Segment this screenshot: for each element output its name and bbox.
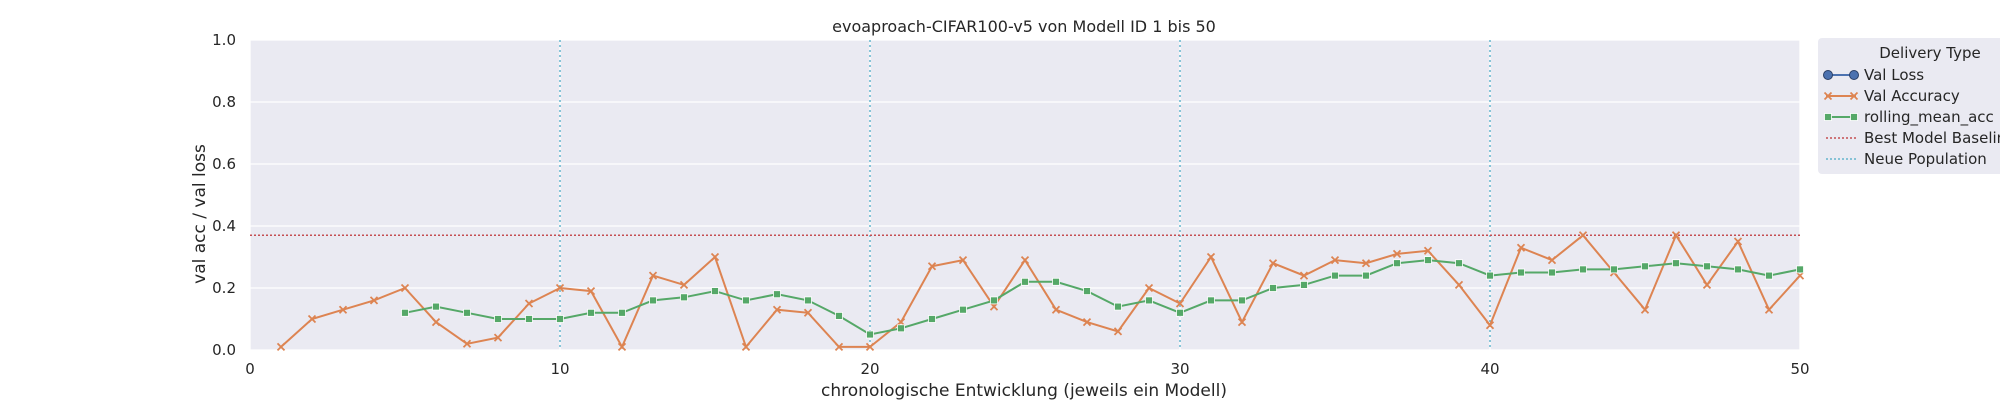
legend-label: Val Loss (1864, 66, 1924, 84)
rolling-mean-acc-point (588, 309, 595, 316)
rolling-mean-acc-point (743, 297, 750, 304)
rolling-mean-acc-point (557, 316, 564, 323)
rolling-mean-acc-point (402, 309, 409, 316)
rolling-mean-acc-point (1611, 266, 1618, 273)
legend-marker (1851, 114, 1858, 121)
rolling-mean-acc-point (1394, 260, 1401, 267)
rolling-mean-acc-point (495, 316, 502, 323)
rolling-mean-acc-point (1301, 281, 1308, 288)
legend-marker (1850, 71, 1859, 80)
legend-label: Best Model Baseline (1864, 129, 2000, 147)
rolling-mean-acc-point (712, 288, 719, 295)
rolling-mean-acc-point (1456, 260, 1463, 267)
y-ticks: 0.0 0.2 0.4 0.6 0.8 1.0 (212, 31, 236, 359)
rolling-mean-acc-point (1146, 297, 1153, 304)
x-tick-label: 50 (1790, 360, 1809, 378)
chart-title: evoaproach-CIFAR100-v5 von Modell ID 1 b… (832, 17, 1216, 36)
x-tick-label: 40 (1480, 360, 1499, 378)
rolling-mean-acc-point (1766, 272, 1773, 279)
x-tick-label: 20 (860, 360, 879, 378)
legend-label: rolling_mean_acc (1864, 108, 1994, 127)
legend: Delivery Type Val Loss Val Accuracy rollin… (1818, 38, 2000, 174)
x-axis-label: chronologische Entwicklung (jeweils ein … (821, 381, 1227, 400)
rolling-mean-acc-point (1518, 269, 1525, 276)
rolling-mean-acc-point (1022, 278, 1029, 285)
y-tick-label: 0.2 (212, 279, 236, 297)
plot-area (250, 40, 1800, 350)
x-tick-label: 30 (1170, 360, 1189, 378)
rolling-mean-acc-point (867, 331, 874, 338)
rolling-mean-acc-point (898, 325, 905, 332)
legend-label: Val Accuracy (1864, 87, 1960, 105)
rolling-mean-acc-point (681, 294, 688, 301)
rolling-mean-acc-point (836, 312, 843, 319)
rolling-mean-acc-point (650, 297, 657, 304)
rolling-mean-acc-point (1673, 260, 1680, 267)
rolling-mean-acc-point (433, 303, 440, 310)
x-ticks: 0 10 20 30 40 50 (245, 360, 1809, 378)
rolling-mean-acc-point (1735, 266, 1742, 273)
legend-marker (1825, 114, 1832, 121)
rolling-mean-acc-point (1053, 278, 1060, 285)
legend-marker (1824, 71, 1833, 80)
rolling-mean-acc-point (619, 309, 626, 316)
x-tick-label: 10 (550, 360, 569, 378)
rolling-mean-acc-point (1425, 257, 1432, 264)
legend-title: Delivery Type (1879, 44, 1980, 62)
rolling-mean-acc-point (774, 291, 781, 298)
rolling-mean-acc-point (1487, 272, 1494, 279)
rolling-mean-acc-point (1270, 285, 1277, 292)
rolling-mean-acc-point (464, 309, 471, 316)
rolling-mean-acc-point (960, 306, 967, 313)
y-tick-label: 0.0 (212, 341, 236, 359)
rolling-mean-acc-point (1239, 297, 1246, 304)
rolling-mean-acc-point (1084, 288, 1091, 295)
x-tick-label: 0 (245, 360, 255, 378)
rolling-mean-acc-point (526, 316, 533, 323)
y-tick-label: 0.4 (212, 217, 236, 235)
rolling-mean-acc-point (1642, 263, 1649, 270)
rolling-mean-acc-point (1549, 269, 1556, 276)
rolling-mean-acc-point (1177, 309, 1184, 316)
y-axis-label: val acc / val loss (190, 144, 210, 284)
rolling-mean-acc-point (1363, 272, 1370, 279)
y-tick-label: 0.8 (212, 93, 236, 111)
rolling-mean-acc-point (991, 297, 998, 304)
rolling-mean-acc-point (1704, 263, 1711, 270)
rolling-mean-acc-point (1208, 297, 1215, 304)
y-tick-label: 1.0 (212, 31, 236, 49)
rolling-mean-acc-point (1580, 266, 1587, 273)
rolling-mean-acc-point (1332, 272, 1339, 279)
rolling-mean-acc-point (929, 316, 936, 323)
legend-label: Neue Population (1864, 150, 1987, 168)
rolling-mean-acc-point (805, 297, 812, 304)
y-tick-label: 0.6 (212, 155, 236, 173)
rolling-mean-acc-point (1797, 266, 1804, 273)
rolling-mean-acc-point (1115, 303, 1122, 310)
